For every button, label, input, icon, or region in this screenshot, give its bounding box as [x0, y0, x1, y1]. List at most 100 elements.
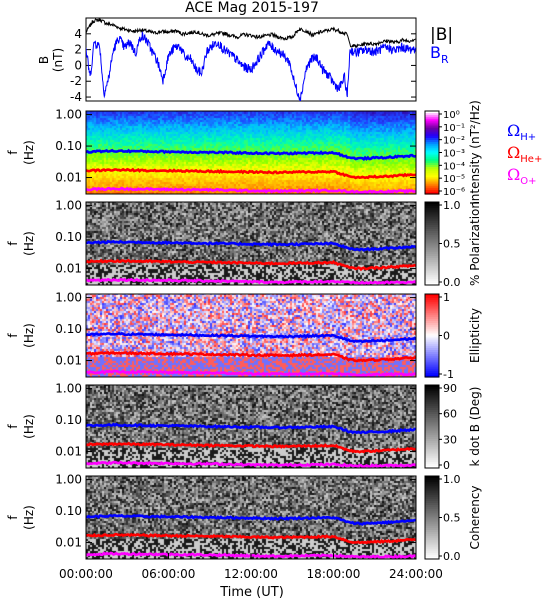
freq-tick-label: 0.01	[55, 354, 82, 368]
gyro-legend: ΩH+ ΩHe+ ΩO+	[507, 121, 542, 187]
polarization-colorbar: 1.0 0.5 0.0 % Polarization	[424, 199, 482, 289]
ellipticity-colorbar-tick: 1	[443, 291, 450, 304]
legend-omega-h: ΩH+	[507, 121, 536, 143]
gyro-line-polarization	[86, 277, 416, 285]
ellipticity-colorbar: 1 0 -1 Ellipticity	[424, 291, 482, 381]
polarization-ylabel-1: f	[6, 241, 20, 246]
polarization-colorbar-tick: 0.0	[443, 276, 461, 289]
intensity-frame	[85, 110, 417, 195]
polarization-colorbar-tick: 0.5	[443, 238, 461, 251]
polarization-frame	[85, 201, 417, 286]
intensity-ylabel-2: (Hz)	[22, 140, 36, 165]
intensity-ylabel-1: f	[6, 150, 20, 155]
panel-polarization: 1.00 0.10 0.01 f (Hz) 1.0 0.5 0.0 % Polarization	[6, 199, 482, 289]
series-br	[86, 30, 416, 101]
panel-intensity: 1.00 0.10 0.01 f (Hz) 10⁰ 10⁻¹ 10⁻² 10⁻³10⁻⁴ 10⁻⁵…	[6, 100, 482, 205]
freq-tick-label: 0.01	[55, 171, 82, 185]
freq-tick-label: 1.00	[55, 382, 82, 396]
spectrogram-panels: 1.000.100.01f (Hz)10⁰10⁻¹10⁻²10⁻³10⁻⁴10⁻⁵…	[6, 100, 482, 563]
kdotb-colorbar-tick: 30	[443, 433, 457, 446]
kdotb-frame	[85, 384, 417, 469]
freq-tick-label: 1.00	[55, 199, 82, 213]
legend-br: BR	[430, 43, 449, 66]
coherency-ylabel-2: (Hz)	[22, 505, 36, 530]
gyro-line-coherency	[86, 513, 416, 526]
intensity-colorbar-tick: 10⁻⁴	[443, 161, 465, 172]
legend-omega-o: ΩO+	[507, 165, 537, 187]
gyro-line-ellipticity	[86, 331, 416, 344]
ellipticity-colorbar-tick: 0	[443, 330, 450, 343]
freq-tick-label: 0.01	[55, 536, 82, 550]
polarization-colorbar-tick: 1.0	[443, 199, 461, 212]
legend-omega-he: ΩHe+	[507, 143, 542, 165]
x-tick-label: 24:00:00	[389, 567, 443, 581]
x-tick-label: 12:00:00	[224, 567, 278, 581]
intensity-colorbar: 10⁰ 10⁻¹ 10⁻² 10⁻³10⁻⁴ 10⁻⁵ 10⁻⁶ Intensity (nT…	[424, 100, 482, 205]
ellipticity-colorbar-tick: -1	[443, 368, 454, 381]
ellipticity-colorbar-label: Ellipticity	[468, 308, 482, 363]
time-axis: 00:00:00 06:00:00 12:00:00 18:00:00 24:00:00	[59, 553, 443, 581]
gyro-line-intensity	[86, 148, 416, 161]
kdotb-colorbar-tick: 90	[443, 382, 457, 395]
x-tick-label: 06:00:00	[142, 567, 196, 581]
kdotb-colorbar-tick: 60	[443, 408, 457, 421]
gyro-line-intensity	[86, 167, 416, 180]
intensity-colorbar-tick: 10⁻⁶	[443, 187, 465, 198]
gyro-line-coherency	[86, 532, 416, 545]
freq-tick-label: 1.00	[55, 473, 82, 487]
gyro-line-kdotb	[86, 460, 416, 468]
kdotb-colorbar: 90 60 30 0 k dot B (Deg)	[424, 382, 482, 472]
gyro-line-ellipticity	[86, 369, 416, 377]
chart-title: ACE Mag 2015-197	[185, 0, 319, 16]
freq-tick-label: 0.10	[55, 139, 82, 153]
freq-tick-label: 0.10	[55, 230, 82, 244]
intensity-colorbar-tick: 10⁰	[443, 110, 460, 121]
coherency-colorbar-tick: 1.0	[443, 473, 461, 486]
intensity-colorbar-tick: 10⁻¹	[443, 123, 465, 134]
coherency-colorbar-label: Coherency	[468, 485, 482, 549]
field-ytick-label: 2	[74, 43, 82, 57]
x-tick-label: 18:00:00	[307, 567, 361, 581]
field-ytick-label: -2	[70, 74, 82, 88]
gyro-line-polarization	[86, 258, 416, 272]
field-ytick-label: 0	[74, 58, 82, 72]
kdotb-ylabel-2: (Hz)	[22, 414, 36, 439]
freq-tick-label: 0.10	[55, 504, 82, 518]
coherency-ylabel-1: f	[6, 515, 20, 520]
field-ytick-label: -4	[70, 90, 82, 104]
coherency-colorbar: 1.0 0.5 0.0 Coherency	[424, 473, 482, 563]
gyro-line-polarization	[86, 239, 416, 252]
freq-tick-label: 0.01	[55, 445, 82, 459]
coherency-colorbar-tick: 0.0	[443, 550, 461, 563]
kdotb-colorbar-tick: 0	[443, 459, 450, 472]
x-axis-label: Time (UT)	[219, 585, 284, 600]
freq-tick-label: 0.10	[55, 322, 82, 336]
freq-tick-label: 1.00	[55, 108, 82, 122]
polarization-colorbar-label: % Polarization	[468, 201, 482, 286]
gyro-line-kdotb	[86, 422, 416, 435]
intensity-colorbar-tick: 10⁻⁵	[443, 174, 465, 185]
series-bmag	[86, 18, 416, 49]
gyro-line-kdotb	[86, 441, 416, 454]
freq-tick-label: 0.10	[55, 413, 82, 427]
intensity-colorbar-tick: 10⁻³	[443, 149, 465, 160]
coherency-colorbar-tick: 0.5	[443, 512, 461, 525]
kdotb-colorbar-label: k dot B (Deg)	[468, 387, 482, 467]
legend-bmag: |B|	[430, 25, 453, 45]
ellipticity-ylabel-1: f	[6, 333, 20, 338]
ellipticity-frame	[85, 293, 417, 378]
panel-coherency: 1.00 0.10 0.01 f (Hz) 1.0 0.5 0.0 Coherency	[6, 473, 482, 563]
panel-kdotb: 1.00 0.10 0.01 f (Hz) 90 60 30 0 k dot B (Deg)	[6, 382, 482, 472]
panel-ellipticity: 1.00 0.10 0.01 f (Hz) 1 0 -1 Ellipticity	[6, 291, 482, 381]
panel-field: -4 -2 02 4 B (nT) |B| BR	[37, 17, 453, 104]
freq-tick-label: 0.01	[55, 262, 82, 276]
polarization-ylabel-2: (Hz)	[22, 231, 36, 256]
kdotb-ylabel-1: f	[6, 424, 20, 429]
intensity-colorbar-tick: 10⁻²	[443, 136, 465, 147]
ellipticity-ylabel-2: (Hz)	[22, 323, 36, 348]
intensity-colorbar-label: Intensity (nT²/Hz)	[468, 100, 482, 205]
gyro-line-intensity	[86, 186, 416, 194]
x-tick-label: 00:00:00	[59, 567, 113, 581]
field-ytick-label: 4	[74, 27, 82, 41]
